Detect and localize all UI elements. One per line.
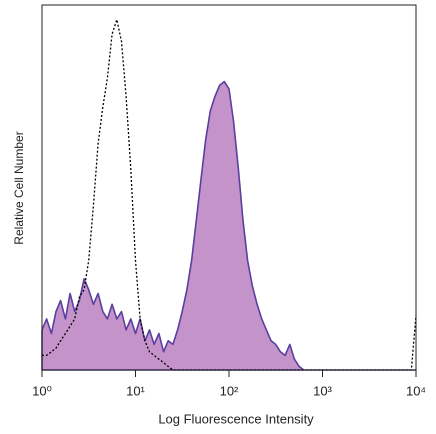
x-axis-label: Log Fluorescence Intensity	[158, 411, 314, 426]
histogram-0	[41, 80, 417, 371]
y-axis-label: Relative Cell Number	[12, 131, 26, 244]
x-tick-label: 10²	[220, 383, 239, 398]
x-tick-label: 10⁰	[32, 383, 52, 398]
x-tick-label: 10¹	[126, 383, 145, 398]
x-tick-label: 10⁴	[406, 383, 426, 398]
x-tick-label: 10³	[313, 383, 332, 398]
